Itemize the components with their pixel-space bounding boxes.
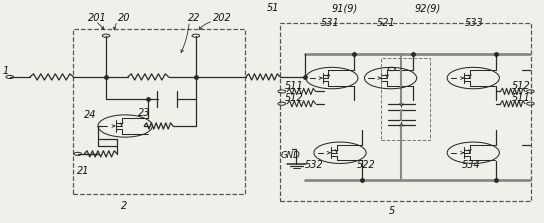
Text: 512: 512 [285, 93, 303, 103]
Text: 533: 533 [465, 18, 483, 28]
Text: 1: 1 [3, 66, 9, 76]
Text: 20: 20 [118, 13, 131, 23]
Text: GND: GND [281, 151, 300, 160]
Text: 92(9): 92(9) [415, 3, 441, 13]
Text: 21: 21 [77, 166, 90, 176]
Text: 511: 511 [285, 81, 303, 91]
Text: 51: 51 [267, 3, 279, 13]
Text: 521: 521 [376, 18, 395, 28]
Text: 5: 5 [389, 206, 395, 216]
Bar [280, 23, 531, 201]
Text: 531: 531 [321, 18, 339, 28]
Text: 511: 511 [511, 93, 530, 103]
Text: 23: 23 [138, 108, 150, 118]
Text: 534: 534 [461, 160, 480, 170]
Text: 91(9): 91(9) [332, 3, 358, 13]
Text: 532: 532 [305, 160, 323, 170]
Text: 2: 2 [121, 200, 127, 211]
Bar [381, 58, 430, 140]
Text: 522: 522 [357, 160, 375, 170]
Text: 201: 201 [88, 13, 107, 23]
Text: 202: 202 [213, 13, 232, 23]
Bar [73, 29, 245, 194]
Text: 24: 24 [84, 110, 96, 120]
Text: 22: 22 [188, 13, 200, 23]
Text: 512: 512 [511, 81, 530, 91]
